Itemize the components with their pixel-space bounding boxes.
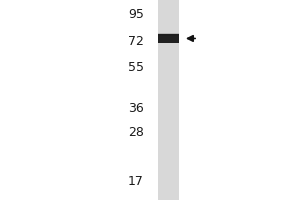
- Text: 17: 17: [128, 175, 144, 188]
- Text: 28: 28: [128, 126, 144, 139]
- Text: 95: 95: [128, 8, 144, 21]
- Bar: [158, 34, 178, 43]
- Bar: [158, 33, 178, 36]
- Text: 36: 36: [128, 102, 144, 115]
- Text: 72: 72: [128, 35, 144, 48]
- Bar: [158, 0, 178, 200]
- Text: 55: 55: [128, 61, 144, 74]
